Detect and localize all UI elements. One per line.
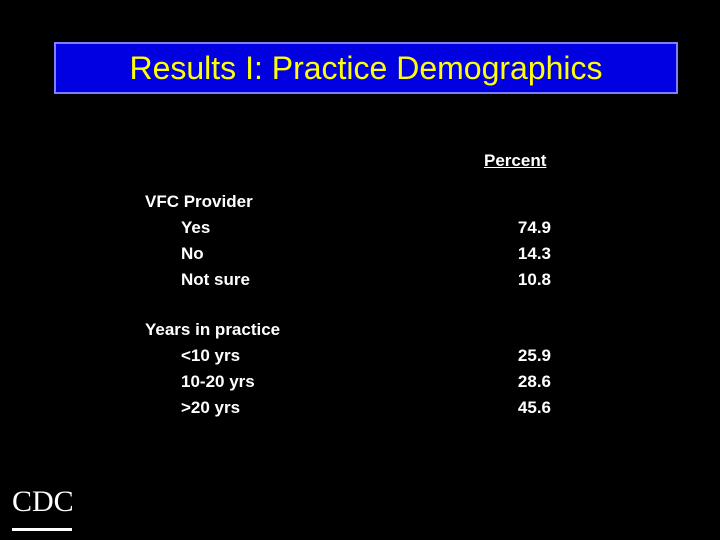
row-label: Yes [181, 218, 211, 237]
row-label: <10 yrs [181, 346, 241, 365]
row-label: No [181, 244, 204, 263]
logo: CDC [12, 482, 74, 531]
row-value: 14.3 [517, 244, 551, 263]
section-label: Years in practice [145, 320, 281, 339]
column-header: Percent [484, 151, 547, 170]
section-label: VFC Provider [145, 192, 253, 211]
row-label: >20 yrs [181, 398, 241, 417]
row-label: Not sure [181, 270, 250, 289]
row-value: 28.6 [517, 372, 551, 391]
row-value: 25.9 [517, 346, 551, 365]
row-value: 45.6 [517, 398, 551, 417]
row-label: 10-20 yrs [181, 372, 255, 391]
row-value: 74.9 [517, 218, 551, 237]
row-value: 10.8 [517, 270, 551, 289]
slide-title: Results I: Practice Demographics [54, 42, 678, 94]
